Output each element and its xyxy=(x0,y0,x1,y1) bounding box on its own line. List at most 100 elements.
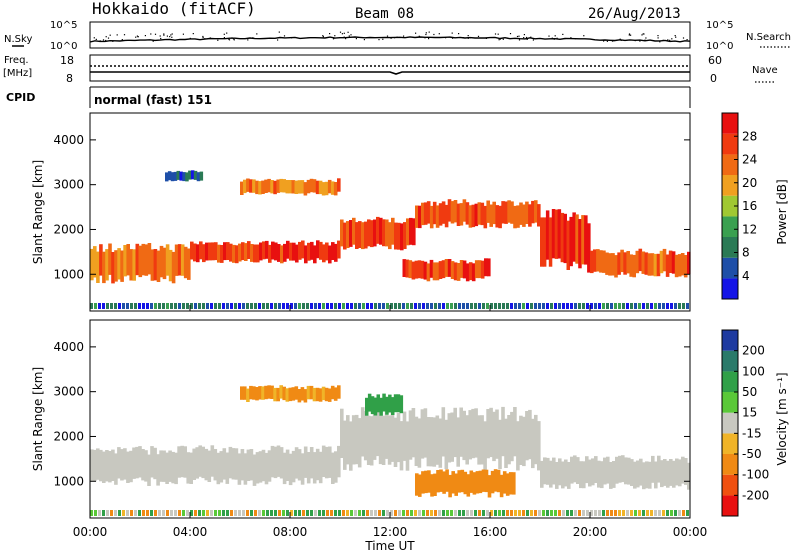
nsky-dot xyxy=(378,39,380,41)
heatmap-cell xyxy=(662,248,667,272)
heatmap-cell xyxy=(379,217,383,245)
heatmap-cell xyxy=(277,244,281,262)
nsky-dot xyxy=(682,37,685,39)
heatmap-cell xyxy=(130,303,133,309)
nsky-dot xyxy=(469,37,471,39)
heatmap-cell xyxy=(402,303,405,309)
heatmap-cell xyxy=(246,178,250,192)
heatmap-cell xyxy=(99,244,103,276)
heatmap-cell xyxy=(436,470,440,493)
heatmap-cell xyxy=(242,510,245,516)
heatmap-cell xyxy=(285,449,290,481)
heatmap-cell xyxy=(432,417,437,467)
heatmap-cell xyxy=(132,447,136,479)
heatmap-cell xyxy=(237,453,242,485)
heatmap-cell xyxy=(570,456,574,484)
heatmap-cell xyxy=(328,446,332,478)
heatmap-cell xyxy=(282,179,286,193)
heatmap-cell xyxy=(423,261,428,280)
heatmap-cell xyxy=(279,178,283,193)
heatmap-cell xyxy=(315,180,320,195)
nsky-trace xyxy=(89,36,691,43)
heatmap-cell xyxy=(262,510,265,516)
heatmap-cell xyxy=(393,417,398,467)
heatmap-cell xyxy=(474,408,478,458)
heatmap-cell xyxy=(606,456,610,484)
heatmap-cell xyxy=(381,415,386,465)
nsky-dot xyxy=(425,33,427,36)
heatmap-cell xyxy=(218,510,221,516)
heatmap-cell xyxy=(147,243,152,275)
heatmap-cell xyxy=(501,201,505,224)
nsky-dot xyxy=(556,37,558,39)
heatmap-cell xyxy=(182,510,185,516)
heatmap-cell xyxy=(312,387,317,402)
heatmap-cell xyxy=(650,510,653,516)
heatmap-cell xyxy=(516,205,520,228)
heatmap-cell xyxy=(330,303,333,309)
heatmap-cell xyxy=(462,260,467,279)
heatmap-cell xyxy=(283,243,287,262)
heatmap-cell xyxy=(315,448,320,481)
nave-tick-bottom: 0 xyxy=(710,72,717,85)
nsky-dot xyxy=(403,35,405,37)
colorbar-tick-label: 28 xyxy=(742,129,757,143)
heatmap-cell xyxy=(180,244,185,276)
heatmap-cell xyxy=(468,410,472,460)
heatmap-cell xyxy=(367,219,371,247)
heatmap-cell xyxy=(629,254,633,277)
heatmap-cell xyxy=(273,387,277,402)
heatmap-cell xyxy=(334,510,337,516)
nsky-dot xyxy=(639,40,641,42)
nsky-dot xyxy=(109,34,111,36)
heatmap-cell xyxy=(126,510,129,516)
heatmap-cell xyxy=(219,451,224,483)
heatmap-cell xyxy=(429,205,434,229)
heatmap-cell xyxy=(396,412,401,463)
nsky-dot xyxy=(499,38,501,40)
heatmap-cell xyxy=(391,397,395,415)
nsky-dot xyxy=(396,36,398,38)
heatmap-cell xyxy=(434,510,437,516)
heatmap-cell xyxy=(370,303,373,309)
heatmap-cell xyxy=(176,170,180,180)
nsky-dot xyxy=(433,33,435,36)
heatmap-cell xyxy=(430,510,433,516)
heatmap-cell xyxy=(546,510,549,516)
heatmap-cell xyxy=(118,303,121,309)
heatmap-cell xyxy=(210,510,213,516)
heatmap-cell xyxy=(654,303,657,309)
heatmap-cell xyxy=(662,303,665,309)
nsearch-tick-top: 10^5 xyxy=(706,20,733,31)
heatmap-cell xyxy=(142,303,145,309)
heatmap-cell xyxy=(549,460,553,488)
freq-panel: Freq. [MHz] 18 8 60 0 Nave xyxy=(3,54,778,85)
heatmap-cell xyxy=(370,220,374,248)
heatmap-cell xyxy=(682,510,685,516)
heatmap-cell xyxy=(357,418,362,468)
heatmap-cell xyxy=(302,303,305,309)
heatmap-cell xyxy=(612,461,616,488)
heatmap-cell xyxy=(593,249,597,272)
heatmap-cell xyxy=(129,450,133,483)
heatmap-cell xyxy=(331,452,335,484)
heatmap-cell xyxy=(574,510,577,516)
nsky-dot xyxy=(497,33,499,35)
heatmap-cell xyxy=(258,510,261,516)
heatmap-cell xyxy=(191,170,195,180)
heatmap-cell xyxy=(594,303,597,309)
heatmap-cell xyxy=(298,303,301,309)
nsky-dot xyxy=(136,35,138,37)
heatmap-cell xyxy=(193,170,198,180)
heatmap-cell xyxy=(120,250,124,282)
nsky-dot xyxy=(659,41,661,43)
heatmap-cell xyxy=(614,510,617,516)
heatmap-cell xyxy=(340,219,344,247)
heatmap-cell xyxy=(276,179,280,193)
nsky-dot xyxy=(643,33,645,35)
heatmap-cell xyxy=(154,510,157,516)
heatmap-cell xyxy=(207,450,212,482)
heatmap-cell xyxy=(444,259,449,277)
heatmap-cell xyxy=(117,248,121,280)
heatmap-cell xyxy=(362,303,365,309)
